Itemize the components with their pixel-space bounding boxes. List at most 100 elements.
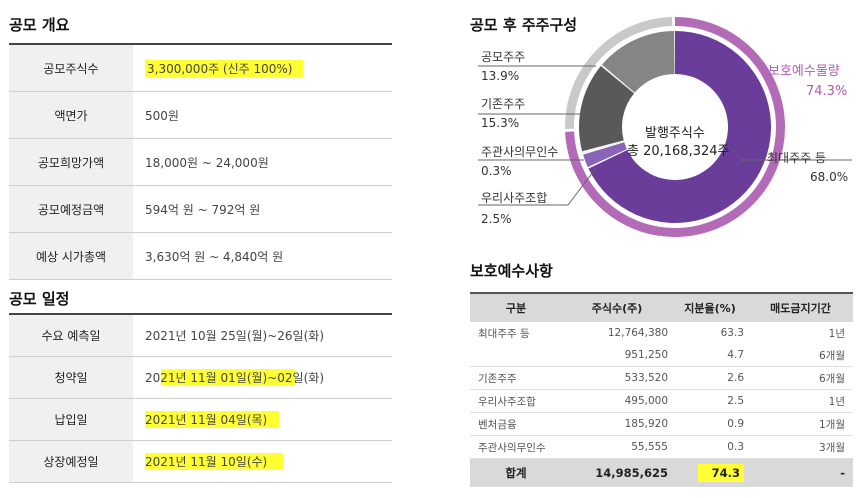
schedule-row: 수요 예측일 2021년 10월 25일(월)~26일(화) (9, 313, 392, 357)
schedule-value: 2021년 11월 04일(목) (145, 411, 280, 428)
cell-category: 주관사의무인수 (478, 441, 546, 454)
cell-shares: 951,250 (624, 349, 668, 361)
cell-ratio: 0.9 (727, 418, 744, 430)
label-protected-name: 보호예수물량 (768, 64, 840, 79)
label-existing-name: 기존주주 (481, 97, 526, 111)
ownership-title: 공모 후 주주구성 (470, 16, 578, 34)
label-esop-name: 우리사주조합 (481, 191, 548, 205)
overview-value-cell: 3,300,000주 (신주 100%) (133, 45, 392, 91)
leader-lines (478, 65, 852, 206)
schedule-label: 청약일 (9, 357, 133, 398)
cell-category: 우리사주조합 (478, 395, 536, 408)
cell-period: 1년 (828, 395, 845, 408)
overview-row: 액면가 500원 (9, 92, 392, 139)
total-shares: 14,985,625 (595, 466, 668, 480)
label-public-value: 13.9% (481, 69, 520, 83)
cell-ratio: 2.6 (727, 372, 744, 384)
overview-value: 594억 원 ~ 792억 원 (145, 202, 261, 217)
label-existing-value: 15.3% (481, 116, 520, 130)
schedule-row: 청약일 2021년 11월 01일(월)~02일(화) (9, 357, 392, 399)
schedule-row: 상장예정일 2021년 11월 10일(수) (9, 441, 392, 483)
cell-period: 6개월 (818, 349, 845, 362)
schedule-value: 2021년 10월 25일(월)~26일(화) (145, 329, 324, 343)
leader-line-esop (478, 167, 597, 206)
table-total-row: 합계 14,985,625 74.3 - (470, 459, 853, 487)
overview-value: 3,630억 원 ~ 4,840억 원 (145, 249, 284, 264)
total-ratio-cell: 74.3 (672, 464, 748, 482)
protection-title: 보호예수사항 (470, 262, 553, 280)
overview-row: 예상 시가총액 3,630억 원 ~ 4,840억 원 (9, 233, 392, 280)
overview-value: 18,000원 ~ 24,000원 (145, 155, 269, 170)
cell-shares: 12,764,380 (607, 327, 668, 339)
schedule-label: 상장예정일 (9, 441, 133, 482)
label-major-name: 최대주주 등 (767, 151, 827, 165)
inner-segment-1 (588, 31, 771, 223)
label-major-value: 68.0% (810, 170, 849, 184)
schedule-value: 2021년 11월 10일(수) (145, 453, 284, 470)
inner-segment-4 (579, 65, 635, 152)
cell-shares: 55,555 (631, 441, 668, 453)
cell-ratio: 4.7 (727, 349, 744, 361)
overview-title: 공모 개요 (9, 16, 70, 34)
schedule-label: 수요 예측일 (9, 315, 133, 356)
protection-table: 구분 주식수(주) 지분율(%) 매도금지기간 최대주주 등 12,764,38… (470, 292, 853, 487)
cell-period: 1년 (828, 327, 845, 340)
table-row: 951,250 4.7 6개월 (470, 344, 853, 367)
label-underwriter-name: 주관사의무인수 (481, 145, 559, 159)
cell-category: 벤처금융 (478, 418, 517, 431)
inner-ring (579, 31, 771, 223)
outer-ring-rest (565, 17, 673, 129)
label-protected-value: 74.3% (806, 84, 848, 99)
overview-label: 공모주식수 (9, 45, 133, 91)
overview-table: 공모주식수 3,300,000주 (신주 100%) 액면가 500원 공모희망… (9, 43, 392, 280)
cell-ratio: 2.5 (727, 395, 744, 407)
header-category: 구분 (505, 302, 527, 315)
inner-segment-2 (583, 142, 627, 168)
cell-shares: 495,000 (624, 395, 668, 407)
cell-category: 기존주주 (478, 372, 517, 385)
cell-period: 1개월 (818, 418, 845, 431)
cell-category: 최대주주 등 (478, 327, 530, 340)
total-ratio: 74.3 (697, 464, 744, 482)
overview-label: 액면가 (9, 92, 133, 138)
overview-label: 공모예정금액 (9, 186, 133, 232)
total-period: - (840, 466, 845, 480)
overview-label: 공모희망가액 (9, 139, 133, 185)
overview-value: 3,300,000주 (신주 100%) (145, 59, 303, 77)
ownership-donut-chart (478, 17, 852, 238)
schedule-row: 납입일 2021년 11월 04일(목) (9, 399, 392, 441)
table-row: 최대주주 등 12,764,380 63.3 1년 (470, 322, 853, 344)
cell-period: 6개월 (818, 372, 845, 385)
protection-header-row: 구분 주식수(주) 지분율(%) 매도금지기간 (470, 292, 853, 322)
schedule-value-cell: 2021년 11월 10일(수) (133, 441, 392, 482)
header-period: 매도금지기간 (770, 302, 831, 315)
schedule-table: 수요 예측일 2021년 10월 25일(월)~26일(화) 청약일 2021년… (9, 313, 392, 483)
total-category: 합계 (505, 466, 527, 480)
label-underwriter-value: 0.3% (481, 164, 512, 178)
header-shares: 주식수(주) (591, 302, 643, 315)
schedule-label: 납입일 (9, 399, 133, 440)
overview-row: 공모예정금액 594억 원 ~ 792억 원 (9, 186, 392, 233)
donut-center-line2: 총 20,168,324주 (627, 144, 730, 159)
table-row: 주관사의무인수 55,555 0.3 3개월 (470, 436, 853, 459)
label-public-name: 공모주주 (481, 50, 526, 64)
schedule-title: 공모 일정 (9, 290, 70, 308)
cell-ratio: 0.3 (727, 441, 744, 453)
inner-segment-5 (601, 31, 675, 93)
overview-row: 공모주식수 3,300,000주 (신주 100%) (9, 43, 392, 92)
cell-period: 3개월 (818, 441, 845, 454)
table-row: 우리사주조합 495,000 2.5 1년 (470, 390, 853, 413)
schedule-value-cell: 2021년 11월 01일(월)~02일(화) (133, 357, 392, 398)
schedule-value-cell: 2021년 11월 04일(목) (133, 399, 392, 440)
outer-ring (565, 17, 785, 238)
donut-center-line1: 발행주식수 (645, 126, 705, 141)
inner-segment-3 (582, 141, 624, 153)
header-ratio: 지분율(%) (684, 302, 736, 315)
label-esop-value: 2.5% (481, 212, 512, 226)
overview-value: 500원 (145, 108, 179, 123)
schedule-value: 2021년 11월 01일(월)~02일(화) (145, 369, 324, 386)
table-row: 벤처금융 185,920 0.9 1개월 (470, 413, 853, 436)
cell-shares: 533,520 (624, 372, 668, 384)
cell-ratio: 63.3 (720, 327, 744, 339)
table-row: 기존주주 533,520 2.6 6개월 (470, 367, 853, 390)
